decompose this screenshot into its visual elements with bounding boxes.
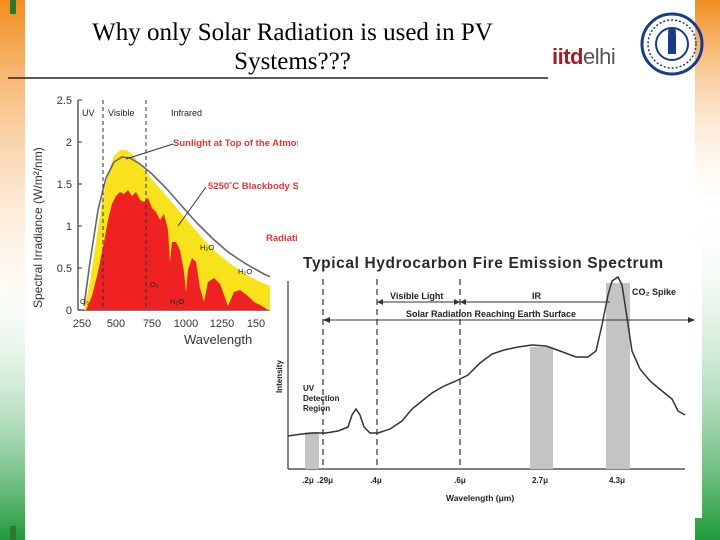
- absorption-label-h2o-2: H₂O: [238, 267, 252, 276]
- fire-x-tick: .4μ: [370, 476, 382, 485]
- logo-text-part-a: iitd: [552, 44, 584, 69]
- annotation-arrow-blackbody: [177, 186, 207, 227]
- co2-spike-label: CO₂ Spike: [632, 287, 676, 297]
- solar-x-tick: 500: [107, 318, 125, 330]
- fire-spectrum-line: [287, 275, 686, 437]
- top-of-atmosphere-label: Sunlight at Top of the Atmosphere: [173, 138, 298, 149]
- slide-title-line-1: Why only Solar Radiation is used in PV: [92, 19, 493, 46]
- solar-y-tick: 1: [66, 221, 72, 233]
- absorption-label-h2o-3: H₂O: [170, 297, 184, 306]
- fire-emission-chart: Typical Hydrocarbon Fire Emission Spectr…: [270, 243, 702, 518]
- iitd-logo-text: iitdelhi: [552, 44, 616, 70]
- annotation-arrow-top: [125, 143, 174, 160]
- infrared-region-label: Infrared: [171, 108, 202, 118]
- fire-x-tick: .2μ: [302, 476, 314, 485]
- fire-x-tick: .29μ: [317, 476, 333, 485]
- solar-y-tick: 1.5: [57, 179, 72, 191]
- fire-chart-title: Typical Hydrocarbon Fire Emission Spectr…: [303, 255, 663, 272]
- visible-region-label: Visible: [108, 108, 134, 118]
- absorption-label-o3: O₃: [80, 297, 89, 306]
- sea-level-area: [86, 190, 268, 310]
- solar-y-ticks: 2.5 2 1.5 1 0.5 0: [57, 95, 82, 317]
- solar-x-tick: 1000: [174, 318, 198, 330]
- fire-x-axis-label: Wavelength (μm): [446, 493, 514, 503]
- solar-y-tick: 0.5: [57, 263, 72, 275]
- logo-text-part-b: elhi: [583, 44, 616, 69]
- slide-title: Why only Solar Radiation is used in PV S…: [40, 18, 545, 76]
- solar-spectrum-chart: 2.5 2 1.5 1 0.5 0 250 500 750 1000 1250 150 UV Vis…: [28, 92, 298, 354]
- sea-level-label: Radiation at Sea Level: [266, 233, 298, 244]
- ir-band-2-7: [530, 347, 553, 469]
- visible-light-label: Visible Light: [390, 291, 443, 301]
- absorption-label-o2: O₂: [150, 280, 159, 289]
- fire-x-tick: 4.3μ: [609, 476, 625, 485]
- fire-x-tick: .6μ: [454, 476, 466, 485]
- fire-y-axis-label: Intensity: [275, 360, 284, 393]
- blackbody-label: 5250˚C Blackbody Spectrum: [208, 181, 298, 192]
- solar-x-axis-label: Wavelength: [184, 332, 252, 347]
- solar-y-tick: 2: [66, 137, 72, 149]
- uv-detection-band: [305, 432, 319, 469]
- absorption-label-h2o-1: H₂O: [200, 243, 214, 252]
- ir-label: IR: [532, 291, 542, 301]
- solar-x-tick: 150: [247, 318, 265, 330]
- solar-x-tick: 1250: [210, 318, 234, 330]
- solar-x-ticks: 250 500 750 1000 1250 150: [73, 318, 265, 330]
- solar-x-tick: 250: [73, 318, 91, 330]
- solar-y-axis-label: Spectral Irradiance (W/m²/nm): [31, 147, 45, 308]
- uv-detection-label-1: UV: [303, 384, 315, 393]
- fire-x-tick: 2.7μ: [532, 476, 548, 485]
- solar-reach-label: Solar Radiation Reaching Earth Surface: [406, 309, 576, 319]
- solar-x-tick: 750: [143, 318, 161, 330]
- fire-x-ticks: .2μ .29μ .4μ .6μ 2.7μ 4.3μ: [302, 476, 625, 485]
- solar-y-tick: 2.5: [57, 95, 72, 107]
- blackbody-curve: [83, 156, 298, 307]
- slide-title-line-2: Systems???: [234, 48, 351, 75]
- uv-region-label: UV: [82, 108, 95, 118]
- uv-detection-label-3: Region: [303, 404, 330, 413]
- uv-detection-label-2: Detection: [303, 394, 340, 403]
- green-corner-left: [0, 260, 25, 540]
- solar-y-tick: 0: [66, 305, 72, 317]
- iit-delhi-seal-icon: [640, 12, 704, 76]
